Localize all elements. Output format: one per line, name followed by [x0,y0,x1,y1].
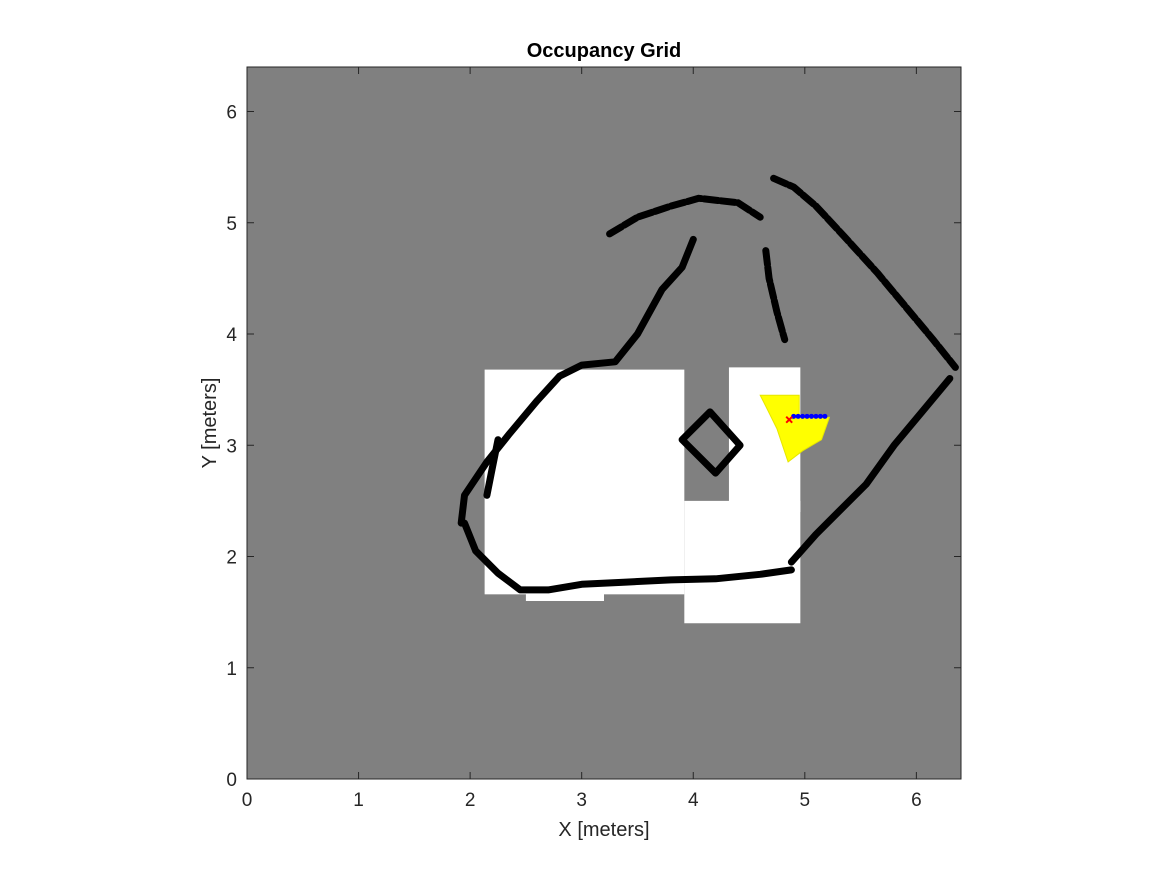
axes-box [246,66,962,780]
free-space-layer [484,367,801,624]
x-tick-label: 6 [911,790,922,811]
x-tick-label: 5 [800,790,811,811]
robot-marker [785,415,793,424]
occupied-wall-1 [606,194,764,238]
occupied-wall-7 [483,436,502,499]
free-region-0 [484,369,685,595]
y-tick-label: 3 [226,436,237,457]
chart-title: Occupancy Grid [527,40,682,62]
occupied-walls-layer [457,174,959,594]
path-layer [791,413,828,419]
occupied-wall-6 [678,408,744,477]
path-point [795,413,801,419]
occupied-wall-4 [461,519,795,594]
y-tick-label: 6 [226,103,237,124]
occupied-wall-5 [762,247,789,344]
occupied-wall-3 [787,375,954,566]
x-axis-ticks: 0 1 2 3 4 5 6 [242,67,922,811]
path-point [804,413,810,419]
y-tick-label: 5 [226,214,237,235]
x-axis-label: X [meters] [558,819,649,841]
y-tick-label: 2 [226,548,237,569]
robot-layer [785,415,793,424]
path-point [813,413,819,419]
x-tick-label: 1 [353,790,364,811]
y-tick-label: 4 [226,325,237,346]
frontier-region [759,394,831,463]
x-tick-label: 4 [688,790,699,811]
y-axis-label: Y [meters] [199,378,221,469]
path-point [809,413,815,419]
frontier-layer [759,394,831,463]
x-tick-label: 3 [576,790,587,811]
y-tick-label: 1 [226,659,237,680]
y-tick-label: 0 [226,770,237,791]
plot-area [247,67,961,779]
occupied-wall-0 [457,235,697,527]
x-tick-label: 2 [465,790,476,811]
occupied-wall-2 [770,174,959,371]
y-axis-ticks: 0 1 2 3 4 5 6 [226,103,961,791]
path-point [817,413,823,419]
path-point [800,413,806,419]
x-tick-label: 0 [242,790,253,811]
free-region-1 [684,500,801,624]
path-point [822,413,828,419]
